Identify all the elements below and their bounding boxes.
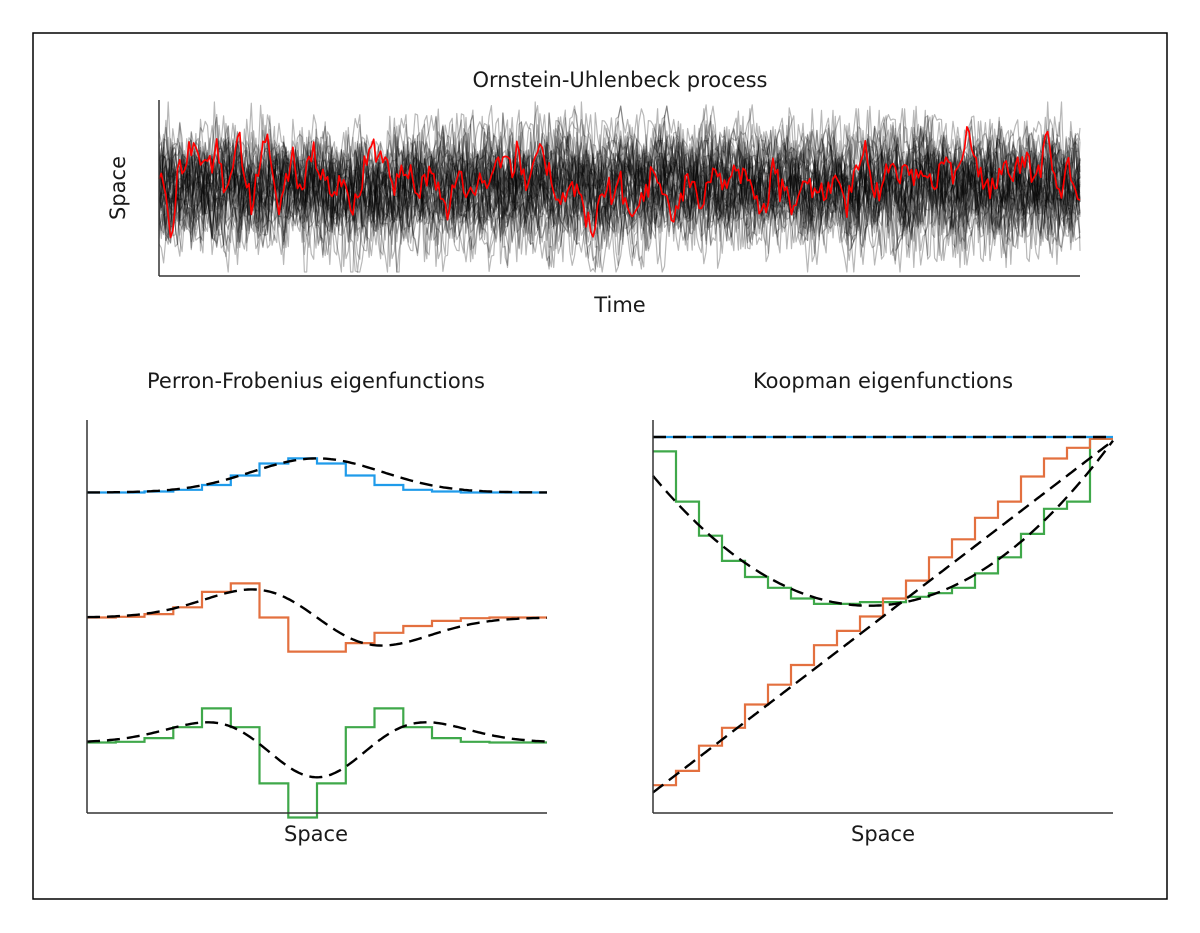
ou-background-path	[158, 123, 1081, 273]
ou-background-path	[158, 104, 1081, 273]
pf-step-line	[87, 582, 547, 653]
ou-background-path	[158, 104, 1081, 273]
koopman-analytic-line	[652, 439, 1114, 794]
ou-background-path	[158, 105, 1081, 258]
ou-background-path	[158, 101, 1081, 260]
koopman-title: Koopman eigenfunctions	[753, 369, 1013, 393]
ou-xlabel: Time	[593, 293, 645, 317]
pf-lines	[86, 457, 548, 819]
ou-background-path	[158, 109, 1081, 273]
ou-background-path	[158, 105, 1081, 258]
koopman-lines	[652, 435, 1114, 794]
pf-analytic-line	[87, 457, 547, 494]
koopman-step-line	[653, 437, 1113, 606]
koopman-panel: Koopman eigenfunctions Space	[652, 369, 1114, 846]
ou-background-path	[158, 122, 1081, 267]
ou-background-path	[158, 101, 1081, 265]
ou-background-path	[158, 105, 1081, 269]
ou-background-path	[158, 107, 1081, 260]
figure-border	[32, 32, 1168, 900]
ou-background-path	[158, 118, 1081, 273]
ou-process-panel: Ornstein-Uhlenbeck process Time Space	[106, 68, 1081, 317]
ou-title: Ornstein-Uhlenbeck process	[473, 68, 768, 92]
ou-background-path	[158, 113, 1081, 272]
ou-background-path	[158, 114, 1081, 255]
ou-background-path	[158, 113, 1081, 260]
pf-xlabel: Space	[284, 822, 348, 846]
koopman-analytic-line	[652, 439, 1114, 607]
ou-background-path	[158, 107, 1081, 273]
ou-background-path	[158, 114, 1081, 255]
ou-background-path	[158, 109, 1081, 273]
ou-background-path	[158, 101, 1081, 260]
ou-background-path	[158, 113, 1081, 272]
ou-background-path	[158, 105, 1081, 269]
ou-background-path	[158, 104, 1081, 273]
pf-title: Perron-Frobenius eigenfunctions	[147, 369, 485, 393]
ou-background-path	[158, 109, 1081, 269]
ou-background-path	[158, 108, 1081, 251]
ou-background-path	[158, 101, 1081, 273]
ou-background-path	[158, 101, 1081, 273]
ou-background-path	[158, 120, 1081, 273]
ou-background-paths	[158, 101, 1081, 273]
perron-frobenius-panel: Perron-Frobenius eigenfunctions Space	[86, 369, 548, 846]
koopman-xlabel: Space	[851, 822, 915, 846]
pf-step-line	[87, 457, 547, 494]
koopman-step-line	[653, 437, 1113, 787]
ou-ylabel: Space	[106, 156, 130, 220]
ou-background-path	[158, 113, 1081, 260]
pf-step-line	[87, 707, 547, 819]
ou-background-path	[158, 105, 1081, 273]
ou-highlighted-path	[158, 125, 1081, 239]
ou-background-path	[158, 109, 1081, 260]
ou-background-path	[158, 108, 1081, 251]
pf-analytic-line	[86, 721, 548, 779]
ou-highlighted-path-group	[158, 125, 1081, 239]
pf-analytic-line	[86, 588, 548, 647]
ou-background-path	[158, 109, 1081, 269]
ou-background-path	[158, 107, 1081, 260]
